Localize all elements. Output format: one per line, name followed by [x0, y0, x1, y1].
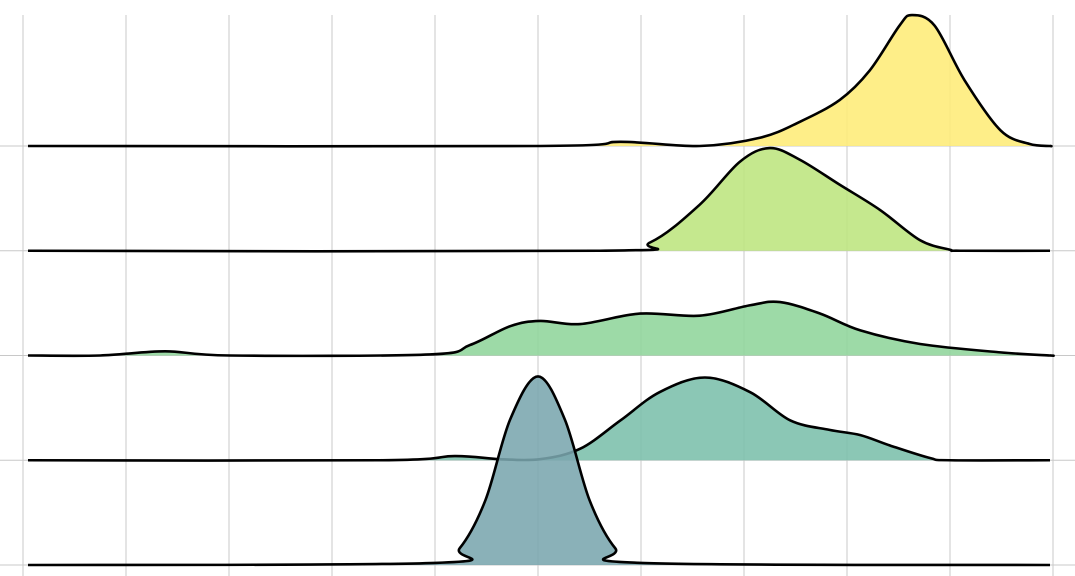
ridge-fill: [28, 15, 1052, 147]
ridge-outline: [27, 375, 1051, 567]
ridge-2: [27, 146, 1051, 253]
ridge-fill: [28, 377, 1050, 461]
ridge-4: [27, 376, 1051, 462]
ridge-fill: [28, 301, 1054, 356]
ridge-outline: [27, 13, 1053, 148]
ridges: [27, 13, 1055, 567]
ridge-outline: [27, 300, 1055, 358]
ridge-5: [27, 375, 1051, 567]
ridge-3: [27, 300, 1055, 358]
ridge-fill: [28, 376, 1050, 565]
ridge-1: [27, 13, 1053, 148]
ridge-fill: [28, 148, 1050, 252]
ridge-outline: [27, 146, 1051, 253]
ridge-outline: [27, 376, 1051, 462]
